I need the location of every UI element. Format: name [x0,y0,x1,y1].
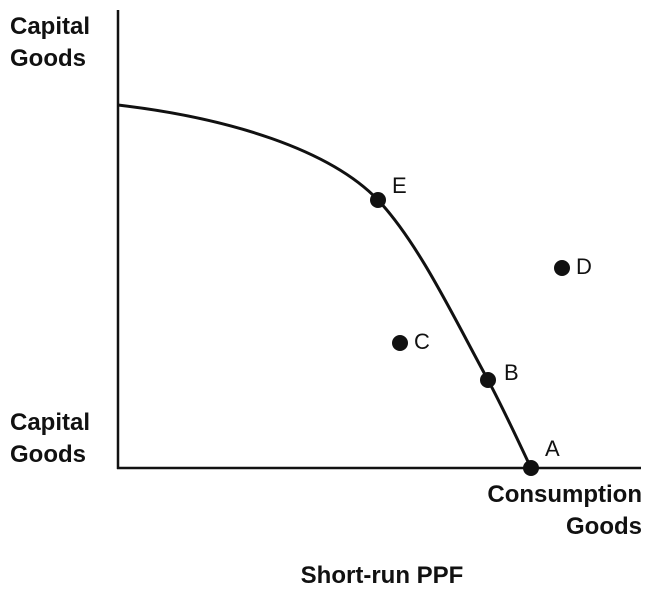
point-label: C [414,329,430,354]
point-label: B [504,360,519,385]
x-axis-label: Goods [566,513,642,540]
y-axis-label-bottom: Capital [10,409,90,436]
point-label: A [545,436,560,461]
caption: Short-run PPF [301,562,464,589]
point-dot [480,372,496,388]
point-label: D [576,254,592,279]
x-axis-label: Consumption [487,481,642,508]
y-axis-label-top: Goods [10,45,86,72]
point-dot [392,335,408,351]
y-axis-label-top: Capital [10,13,90,40]
points: E D C B A [370,173,592,476]
ppf-curve [117,103,533,469]
point-label: E [392,173,407,198]
point-dot [370,192,386,208]
point-dot [554,260,570,276]
y-axis-label-bottom: Goods [10,441,86,468]
point-dot [523,460,539,476]
